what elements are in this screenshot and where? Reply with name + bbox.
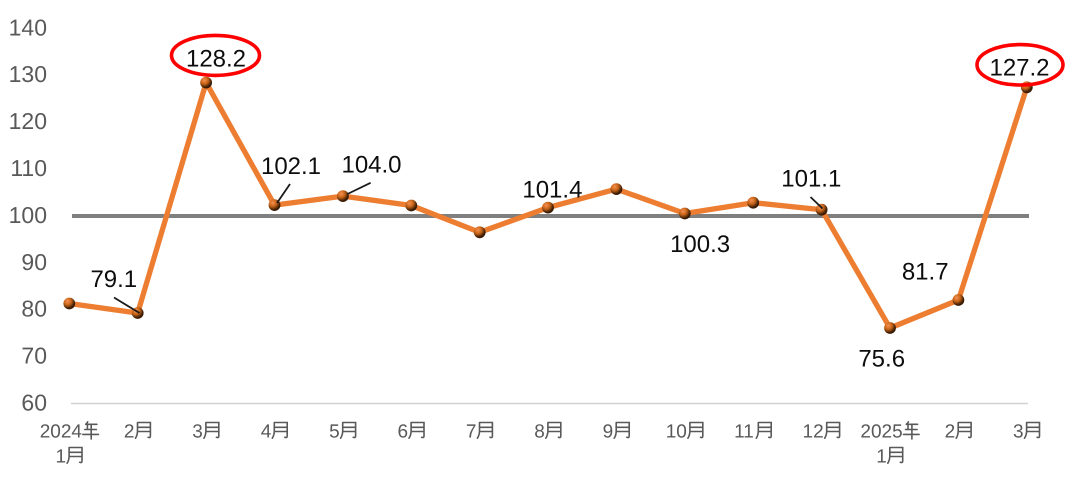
svg-text:12: 12 [803, 421, 824, 442]
svg-text:7: 7 [466, 421, 477, 442]
svg-text:3: 3 [1013, 421, 1024, 442]
svg-text:1: 1 [56, 446, 67, 467]
svg-text:60: 60 [21, 390, 47, 416]
svg-text:100: 100 [9, 202, 47, 228]
svg-text:70: 70 [21, 343, 47, 369]
svg-text:120: 120 [9, 108, 47, 134]
svg-text:81.7: 81.7 [902, 259, 949, 286]
svg-text:102.1: 102.1 [261, 153, 321, 180]
svg-text:128.2: 128.2 [186, 45, 246, 72]
svg-text:10: 10 [666, 421, 687, 442]
svg-text:90: 90 [21, 249, 47, 275]
svg-text:9: 9 [603, 421, 614, 442]
svg-text:3: 3 [192, 421, 203, 442]
svg-text:110: 110 [10, 155, 47, 181]
svg-text:6: 6 [398, 421, 409, 442]
svg-text:101.1: 101.1 [781, 166, 841, 193]
svg-text:2024: 2024 [40, 421, 83, 442]
svg-text:2: 2 [945, 421, 956, 442]
svg-text:100.3: 100.3 [670, 231, 730, 258]
svg-text:2025: 2025 [860, 421, 902, 442]
svg-text:1: 1 [876, 446, 887, 467]
svg-text:140: 140 [9, 14, 47, 40]
svg-text:5: 5 [329, 421, 340, 442]
svg-text:75.6: 75.6 [858, 346, 905, 373]
svg-text:127.2: 127.2 [989, 55, 1049, 82]
svg-text:11: 11 [734, 421, 754, 442]
svg-text:79.1: 79.1 [90, 266, 137, 293]
svg-text:130: 130 [9, 61, 47, 87]
svg-text:8: 8 [534, 421, 545, 442]
svg-text:2: 2 [124, 421, 135, 442]
svg-text:4: 4 [261, 421, 272, 442]
svg-text:101.4: 101.4 [522, 177, 582, 204]
svg-text:80: 80 [21, 296, 47, 322]
svg-text:104.0: 104.0 [341, 151, 401, 178]
